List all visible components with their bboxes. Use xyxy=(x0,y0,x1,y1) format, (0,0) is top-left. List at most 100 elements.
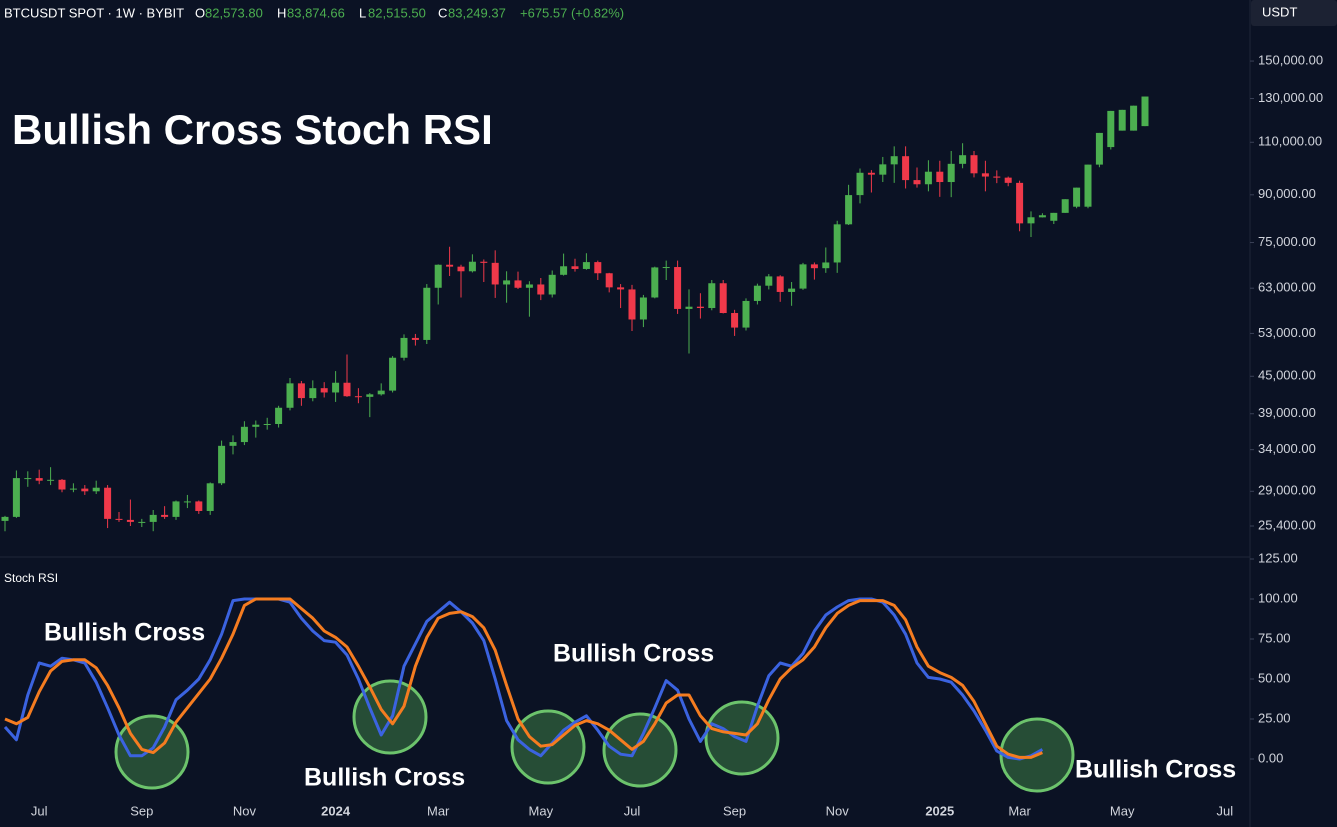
candle-body xyxy=(582,262,590,269)
candle-body xyxy=(525,284,533,288)
currency-label[interactable]: USDT xyxy=(1262,4,1297,19)
candle-body xyxy=(731,313,739,328)
y-tick-label: 53,000.00 xyxy=(1258,325,1316,340)
cross-circle xyxy=(602,712,678,788)
candle-body xyxy=(696,306,704,309)
candle-body xyxy=(822,262,830,269)
x-tick-label: Sep xyxy=(723,803,746,818)
y-tick-label: 75.00 xyxy=(1258,630,1291,645)
indicator-label: Stoch RSI xyxy=(4,571,58,585)
candle-body xyxy=(890,156,898,165)
candle-body xyxy=(218,445,226,484)
candle-body xyxy=(343,382,351,397)
candle-body xyxy=(651,267,659,298)
y-tick-label: 110,000.00 xyxy=(1258,134,1322,149)
candle-body xyxy=(58,479,66,490)
candle-body xyxy=(902,156,910,181)
annotation: Bullish Cross xyxy=(304,764,465,792)
candle-body xyxy=(742,300,750,328)
candle-body xyxy=(1050,212,1058,221)
y-tick-label: 29,000.00 xyxy=(1258,483,1316,498)
candle-body xyxy=(833,224,841,263)
candle-body xyxy=(924,171,932,185)
candle-body xyxy=(446,264,454,267)
candle-body xyxy=(104,487,112,519)
candle-body xyxy=(183,501,191,503)
candle-body xyxy=(514,280,522,288)
y-tick-label: 25.00 xyxy=(1258,710,1291,725)
candle-body xyxy=(674,267,682,309)
close-value: 83,249.37 xyxy=(448,5,506,20)
x-tick-label: Sep xyxy=(130,803,153,818)
change-value: +675.57 (+0.82%) xyxy=(520,5,624,20)
candle-body xyxy=(537,284,545,295)
candle-body xyxy=(47,479,55,481)
candle-body xyxy=(434,264,442,288)
candle-body xyxy=(1027,217,1035,224)
x-tick-label: Jul xyxy=(624,803,641,818)
open-label: O xyxy=(195,5,205,20)
candle-body xyxy=(1061,199,1069,213)
candle-body xyxy=(628,289,636,320)
x-tick-label: Jul xyxy=(1216,803,1233,818)
candle-body xyxy=(981,173,989,177)
x-tick-label: May xyxy=(1110,803,1135,818)
candle-body xyxy=(560,266,568,275)
candle-body xyxy=(810,264,818,269)
candle-body xyxy=(856,172,864,196)
candle-body xyxy=(947,163,955,183)
candle-body xyxy=(594,262,602,274)
candle-body xyxy=(617,287,625,290)
candle-body xyxy=(1130,105,1138,131)
candle-body xyxy=(1016,182,1024,224)
high-value: 83,874.66 xyxy=(287,5,345,20)
candle-body xyxy=(24,478,32,480)
y-tick-label: 150,000.00 xyxy=(1258,53,1323,68)
candle-body xyxy=(138,521,146,523)
candle-body xyxy=(1073,187,1081,207)
candle-body xyxy=(879,164,887,175)
y-tick-label: 25,400.00 xyxy=(1258,517,1316,532)
candle-body xyxy=(1084,164,1092,207)
candle-body xyxy=(845,195,853,225)
currency-box[interactable] xyxy=(1251,0,1337,26)
y-tick-label: 39,000.00 xyxy=(1258,405,1316,420)
candle-body xyxy=(685,306,693,309)
annotation: Bullish Cross xyxy=(553,640,714,668)
candle-body xyxy=(320,388,328,393)
candle-body xyxy=(126,519,134,522)
candle-body xyxy=(263,424,271,426)
y-tick-label: 50.00 xyxy=(1258,670,1291,685)
candle-body xyxy=(503,280,511,285)
cross-circle xyxy=(704,700,780,776)
candle-body xyxy=(936,171,944,183)
candle-body xyxy=(959,155,967,164)
candle-body xyxy=(229,442,237,446)
candle-body xyxy=(993,176,1001,178)
candle-body xyxy=(1141,96,1149,127)
x-tick-label: 2025 xyxy=(925,803,954,818)
x-tick-label: Nov xyxy=(233,803,257,818)
candle-body xyxy=(867,172,875,175)
candle-body xyxy=(286,383,294,408)
x-tick-label: Mar xyxy=(1008,803,1031,818)
candle-body xyxy=(1118,109,1126,131)
symbol: BTCUSDT SPOT · 1W · BYBIT xyxy=(4,5,184,20)
candle-body xyxy=(149,514,157,522)
y-tick-label: 75,000.00 xyxy=(1258,234,1316,249)
candle-body xyxy=(115,518,123,520)
candle-body xyxy=(480,261,488,263)
high-label: H xyxy=(277,5,286,20)
candle-body xyxy=(400,337,408,358)
y-tick-label: 34,000.00 xyxy=(1258,441,1316,456)
low-value: 82,515.50 xyxy=(368,5,426,20)
candle-body xyxy=(81,488,89,492)
candle-body xyxy=(913,180,921,185)
candle-body xyxy=(605,273,613,288)
candle-body xyxy=(970,155,978,174)
x-tick-label: Mar xyxy=(427,803,450,818)
candle-body xyxy=(411,337,419,340)
candle-body xyxy=(240,426,248,443)
y-tick-label: 130,000.00 xyxy=(1258,90,1323,105)
x-tick-label: 2024 xyxy=(321,803,351,818)
